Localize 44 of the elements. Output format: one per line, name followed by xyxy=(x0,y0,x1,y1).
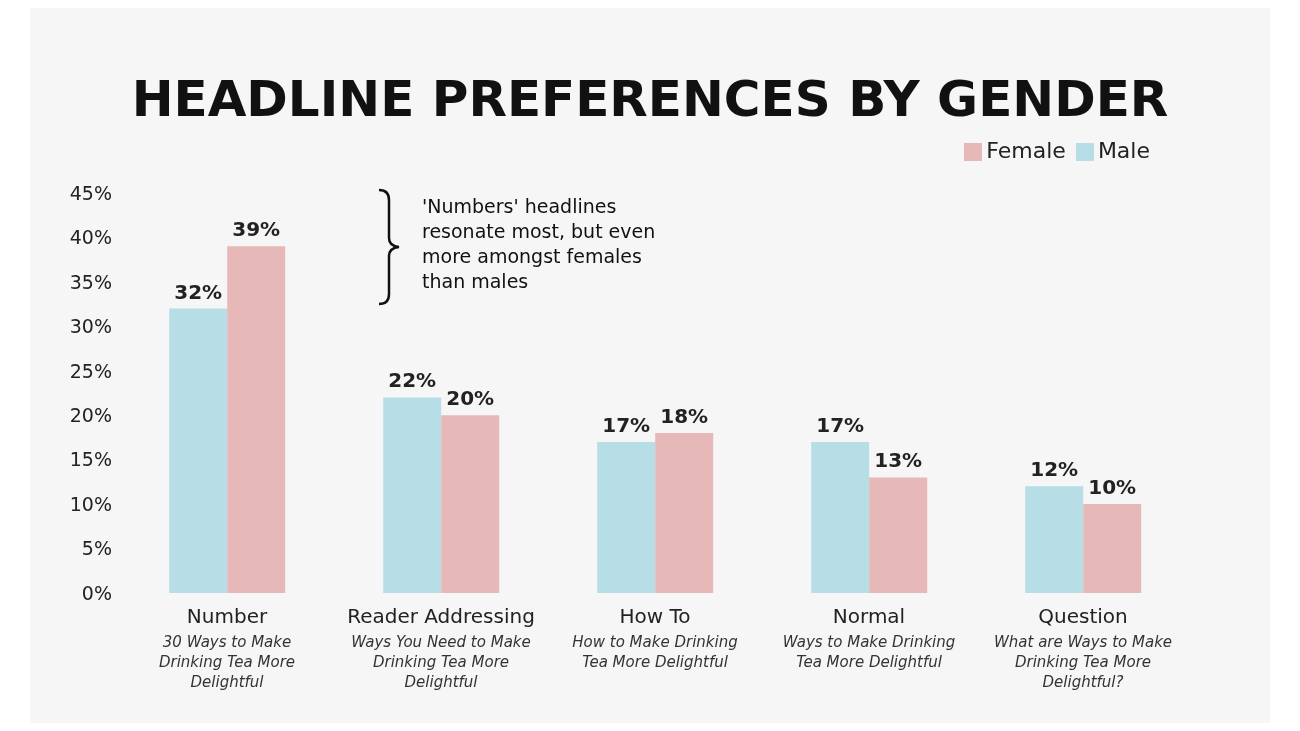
x-tick-label: How To xyxy=(619,604,691,628)
bar xyxy=(655,433,714,593)
text: What are Ways to Make Drinking Tea More Delightful? xyxy=(993,633,1173,691)
y-tick-label: 10% xyxy=(69,492,112,515)
bar xyxy=(597,441,656,593)
x-tick-label: Reader Addressing xyxy=(347,604,535,628)
bar xyxy=(1025,486,1084,593)
bar xyxy=(169,308,228,593)
y-tick-label: 5% xyxy=(81,537,112,560)
x-tick-label: Normal xyxy=(832,604,906,628)
data-label: 10% xyxy=(1088,475,1137,500)
bar xyxy=(1083,504,1142,593)
data-label: 22% xyxy=(388,368,437,393)
data-label: 12% xyxy=(1030,457,1079,482)
text: Ways to Make Drinking Tea More Delightful xyxy=(782,633,956,671)
y-tick-label: 25% xyxy=(69,359,112,382)
bar xyxy=(869,477,928,593)
x-tick-label: Question xyxy=(1038,604,1128,628)
data-label: 13% xyxy=(874,448,923,473)
data-label: 18% xyxy=(660,404,709,428)
text: Ways You Need to Make Drinking Tea More Delightful xyxy=(351,633,531,691)
chart-title: HEADLINE PREFERENCES BY GENDER xyxy=(130,70,1170,128)
bar xyxy=(441,415,500,593)
annotation: 'Numbers' headlines resonate most, but even more amongst females than males xyxy=(422,194,657,294)
y-tick-label: 30% xyxy=(69,315,112,338)
x-tick-label: Number xyxy=(186,604,268,628)
legend-label: Male xyxy=(1097,138,1150,163)
text: 30 Ways to Make Drinking Tea More Delightful xyxy=(158,633,296,691)
data-label: 17% xyxy=(602,412,651,437)
bar xyxy=(227,246,286,593)
data-label: 32% xyxy=(174,279,223,304)
y-tick-label: 45% xyxy=(69,181,112,204)
y-tick-label: 35% xyxy=(69,270,112,293)
data-label: 17% xyxy=(816,412,865,437)
y-tick-label: 0% xyxy=(81,581,112,604)
y-tick-label: 15% xyxy=(69,448,112,471)
data-label: 20% xyxy=(446,386,495,411)
bar xyxy=(383,397,442,593)
legend-label: Female xyxy=(986,138,1066,163)
bar xyxy=(811,441,870,593)
data-label: 39% xyxy=(232,217,281,242)
text: How to Make Drinking Tea More Delightful xyxy=(572,633,738,671)
y-tick-label: 40% xyxy=(69,226,112,249)
y-tick-label: 20% xyxy=(69,403,112,426)
